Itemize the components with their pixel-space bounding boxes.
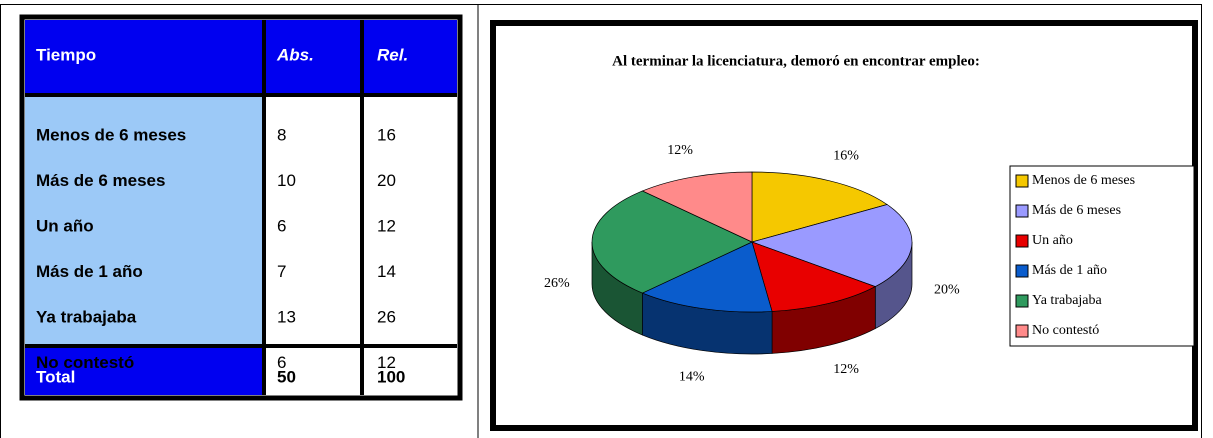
table-cell: 13 — [277, 307, 296, 326]
pie-value-label: 14% — [679, 369, 705, 384]
table-header-bg — [25, 20, 457, 93]
table-total-cell: Total — [36, 367, 75, 386]
legend-label: No contestó — [1032, 323, 1099, 338]
table-header-cell: Rel. — [377, 45, 408, 64]
table-cell: Menos de 6 meses — [36, 125, 186, 144]
legend-label: Más de 6 meses — [1032, 203, 1121, 218]
table-header-cell: Abs. — [276, 45, 314, 64]
table-total-bg — [25, 348, 262, 395]
table-cell: 10 — [277, 171, 296, 190]
table-cell: 12 — [377, 216, 396, 235]
legend-label: Menos de 6 meses — [1032, 173, 1135, 188]
pie-slice — [750, 204, 913, 288]
pie-slice — [751, 241, 877, 312]
pie-slice — [641, 171, 753, 243]
table-cell: 20 — [377, 171, 396, 190]
pie-value-label: 26% — [544, 276, 570, 291]
legend-swatch — [1015, 204, 1029, 218]
table-cell: Más de 6 meses — [36, 171, 165, 190]
legend-label: Un año — [1032, 233, 1073, 248]
pie-slice — [641, 241, 773, 313]
chart-title: Al terminar la licenciatura, demoró en e… — [612, 53, 980, 69]
table-header-cell: Tiempo — [36, 45, 96, 64]
table-cell: Más de 1 año — [36, 262, 143, 281]
table-cell: 26 — [377, 307, 396, 326]
legend-swatch — [1015, 294, 1029, 308]
table-cell: 14 — [377, 262, 396, 281]
table-cell: Ya trabajaba — [36, 307, 137, 326]
legend-label: Ya trabajaba — [1032, 293, 1103, 308]
pie-slice — [751, 171, 888, 243]
pie-value-label: 12% — [667, 143, 693, 158]
table-cell: 8 — [277, 125, 286, 144]
legend-swatch — [1015, 324, 1029, 338]
pie-value-label: 20% — [934, 282, 960, 297]
table-cell: 16 — [377, 125, 396, 144]
table-total-cell: 50 — [277, 367, 296, 386]
legend-label: Más de 1 año — [1032, 263, 1107, 278]
legend-swatch — [1015, 234, 1029, 248]
table-cell: No contestó — [36, 353, 134, 372]
legend-frame — [1009, 165, 1195, 347]
pie-value-label: 16% — [833, 148, 859, 163]
table-cell: Un año — [36, 216, 94, 235]
pie-slice — [591, 190, 753, 294]
table-cell: 7 — [277, 262, 286, 281]
table-cell: 12 — [377, 353, 396, 372]
table-total-cell: 100 — [377, 367, 405, 386]
page-frame — [0, 4, 1202, 438]
pie-value-label: 12% — [833, 362, 859, 377]
table-cell: 6 — [277, 216, 286, 235]
table-cell: 6 — [277, 353, 286, 372]
legend-swatch — [1015, 174, 1029, 188]
table-label-column — [25, 97, 262, 344]
legend-swatch — [1015, 264, 1029, 278]
